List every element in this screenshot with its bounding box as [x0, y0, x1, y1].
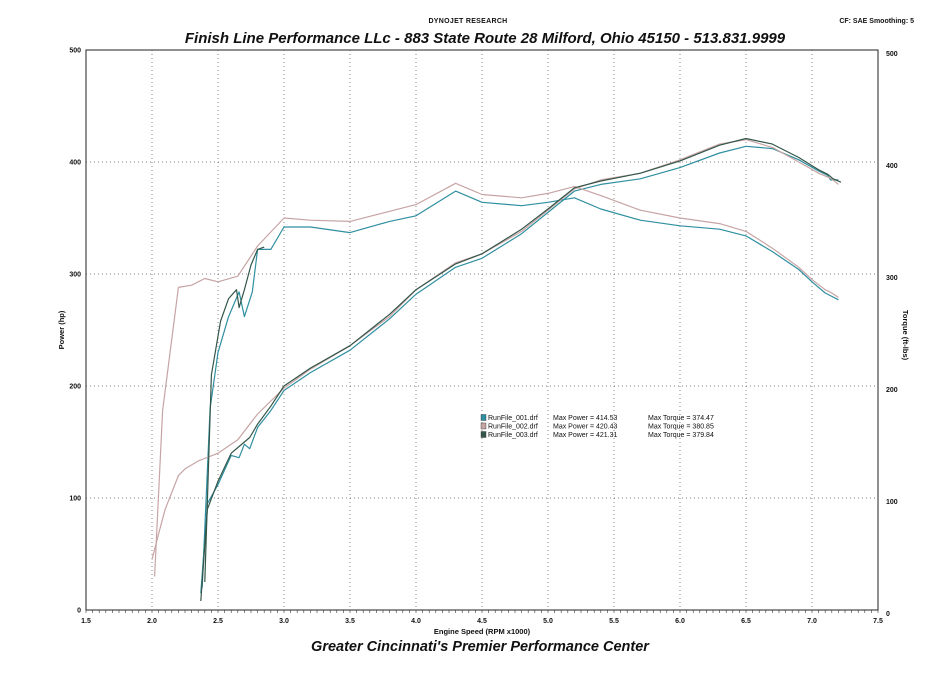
y2-tick-label: 300	[886, 275, 898, 282]
power-curve-run-3	[200, 137, 842, 602]
y-tick-label: 100	[69, 496, 81, 503]
correction-factor-label: CF: SAE Smoothing: 5	[839, 18, 914, 25]
y-tick-label: 300	[69, 272, 81, 279]
y2-tick-label: 0	[886, 611, 890, 618]
x-tick-label: 7.0	[807, 618, 817, 625]
y-tick-label: 500	[69, 48, 81, 55]
y-axis-label: Power (hp)	[57, 310, 66, 349]
x-tick-label: 3.5	[345, 618, 355, 625]
x-tick-label: 6.0	[675, 618, 685, 625]
footer-tagline: Greater Cincinnati's Premier Performance…	[311, 639, 649, 655]
torque-curve-run-2	[154, 182, 839, 577]
y2-tick-label: 500	[886, 51, 898, 58]
gridlines	[85, 50, 879, 613]
legend: RunFile_001.drf Max Power = 414.53 Max Tor…	[480, 414, 714, 439]
power-curve-run-2	[151, 139, 839, 560]
x-tick-label: 6.5	[741, 618, 751, 625]
legend-swatch	[480, 422, 487, 430]
legend-swatch	[480, 431, 487, 438]
x-tick-label: 5.5	[609, 618, 619, 625]
x-tick-label: 1.5	[81, 618, 91, 625]
x-tick-label: 2.5	[213, 618, 223, 625]
x-tick-label: 4.0	[411, 618, 421, 625]
y2-tick-label: 400	[886, 163, 898, 170]
legend-max-torque: Max Torque = 379.84	[648, 432, 714, 439]
x-axis-ticks: 1.5 2.0 2.5 3.0 3.5 4.0 4.5 5.0 5.5 6.0 6.5 7.0 7.5	[81, 618, 883, 625]
legend-swatch	[480, 414, 487, 421]
legend-file-name: RunFile_001.drf	[488, 415, 538, 422]
torque-curve-run-1	[201, 190, 839, 588]
x-tick-label: 4.5	[477, 618, 487, 625]
legend-max-power: Max Power = 421.31	[553, 432, 618, 439]
y-axis-ticks: 0 100 200 300 400 500	[69, 48, 81, 615]
dynojet-research-header: DYNOJET RESEARCH	[428, 18, 508, 25]
shop-title: Finish Line Performance LLc - 883 State …	[184, 30, 786, 47]
torque-curve-run-3	[204, 246, 265, 583]
y-tick-label: 200	[69, 384, 81, 391]
y2-tick-label: 100	[886, 499, 898, 506]
x-tick-label: 5.0	[543, 618, 553, 625]
dyno-chart: 1.5 2.0 2.5 3.0 3.5 4.0 4.5 5.0 5.5 6.0 6.5 7.0 7.5 …	[57, 48, 910, 637]
legend-max-power: Max Power = 414.53	[553, 415, 618, 422]
x-tick-label: 2.0	[147, 618, 157, 625]
y2-axis-ticks: 0 100 200 300 400 500	[886, 51, 898, 618]
y2-axis-label: Torque (ft-lbs)	[901, 310, 910, 361]
legend-max-power: Max Power = 420.43	[553, 424, 618, 431]
x-tick-label: 7.5	[873, 618, 883, 625]
legend-file-name: RunFile_002.drf	[488, 424, 538, 431]
curves	[151, 137, 842, 602]
legend-max-torque: Max Torque = 374.47	[648, 415, 714, 422]
y-tick-label: 400	[69, 160, 81, 167]
y-tick-label: 0	[77, 608, 81, 615]
legend-file-name: RunFile_003.drf	[488, 432, 538, 439]
legend-max-torque: Max Torque = 380.85	[648, 424, 714, 431]
x-axis-label: Engine Speed (RPM x1000)	[434, 627, 531, 636]
x-tick-label: 3.0	[279, 618, 289, 625]
y2-tick-label: 200	[886, 387, 898, 394]
